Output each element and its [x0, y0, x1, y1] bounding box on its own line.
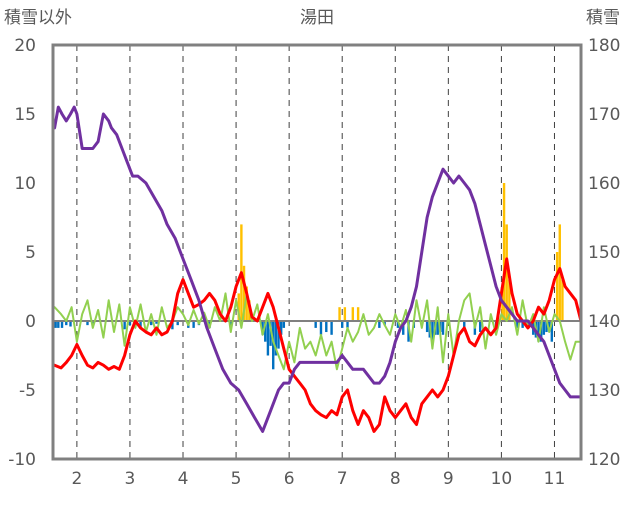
precip-bar	[261, 321, 264, 335]
precip-bar	[351, 307, 355, 321]
precip-bar	[282, 321, 286, 328]
precip-bar	[356, 307, 360, 321]
precip-bar	[54, 321, 57, 328]
precip-bar	[155, 321, 158, 324]
precip-bar	[171, 321, 174, 330]
left-axis-title: 積雪以外	[4, 8, 72, 28]
left-tick-label: 15	[14, 105, 36, 125]
x-tick-label: 3	[125, 469, 136, 489]
precip-bar	[245, 286, 248, 321]
left-tick-label: 20	[14, 36, 36, 56]
precip-bar	[542, 321, 546, 335]
x-tick-label: 10	[491, 469, 513, 489]
precip-bar	[537, 321, 540, 342]
precip-bar	[441, 321, 445, 335]
precip-bar	[319, 321, 323, 335]
precip-bar	[540, 321, 543, 342]
right-tick-label: 150	[588, 243, 620, 263]
plot-frame	[51, 43, 583, 461]
precip-bar	[508, 279, 511, 321]
right-tick-label: 120	[588, 450, 620, 470]
temperature-line	[53, 257, 583, 433]
left-tick-label: -10	[8, 450, 36, 470]
precip-bar	[338, 307, 341, 321]
plot-area: 20 15 10 5 0 -5 -10 180 170 160 150 140 130 120 2 3 4 5 6 7…	[8, 36, 620, 489]
right-axis-title: 積雪	[586, 8, 620, 28]
precip-bar	[378, 321, 381, 328]
precip-bar	[192, 321, 195, 328]
chart-title: 湯田	[300, 8, 334, 28]
left-tick-label: 10	[14, 174, 36, 194]
precip-bar	[139, 321, 142, 328]
precip-bar	[463, 321, 466, 328]
x-tick-label: 5	[231, 469, 242, 489]
precip-bar	[501, 293, 504, 321]
x-tick-label: 9	[443, 469, 454, 489]
precip-bar	[545, 321, 548, 333]
x-tick-label: 8	[390, 469, 401, 489]
x-tick-label: 4	[178, 469, 189, 489]
x-tick-label: 2	[71, 469, 82, 489]
precip-bar	[561, 279, 564, 321]
precip-bar	[425, 321, 429, 333]
right-tick-label: 180	[588, 36, 620, 56]
x-tick-label: 11	[544, 469, 566, 489]
precip-bar	[314, 321, 317, 328]
precip-bar	[343, 307, 347, 321]
precip-bar	[274, 321, 278, 356]
precip-bar	[264, 321, 267, 342]
left-tick-label: 5	[25, 243, 36, 263]
precip-bar	[176, 321, 179, 326]
right-tick-label: 170	[588, 105, 620, 125]
precip-bar	[341, 321, 344, 328]
precip-bar	[521, 321, 524, 328]
precip-bar	[86, 321, 89, 326]
precip-bar	[272, 321, 275, 370]
precip-bar	[431, 321, 434, 342]
precip-bar	[123, 321, 126, 330]
humidity-line	[53, 292, 582, 371]
precip-bar	[505, 224, 508, 321]
precip-bar	[65, 321, 68, 326]
precip-bar	[547, 321, 551, 328]
precip-bar	[516, 321, 519, 328]
precip-bar	[550, 321, 554, 342]
x-tick-label: 7	[337, 469, 348, 489]
precip-bar	[502, 183, 506, 321]
precip-bar	[478, 321, 482, 333]
right-tick-label: 140	[588, 312, 620, 332]
precip-bar	[325, 321, 328, 333]
precip-bar	[91, 321, 94, 324]
left-tick-label: -5	[19, 381, 36, 401]
right-tick-label: 160	[588, 174, 620, 194]
precip-bar	[269, 321, 272, 346]
snow_depth-line	[53, 105, 583, 433]
precip-bar	[237, 293, 240, 321]
x-tick-label: 6	[284, 469, 295, 489]
precip-bar	[60, 321, 64, 328]
precip-bar	[330, 321, 333, 335]
left-tick-label: 0	[25, 312, 36, 332]
precip-bar	[277, 321, 280, 349]
precip-bar	[149, 321, 153, 326]
precip-bar	[436, 321, 439, 335]
precip-bar	[346, 321, 349, 328]
precip-bar	[128, 321, 132, 326]
precip-bar	[69, 321, 72, 327]
precip-bar	[402, 321, 405, 335]
precip-bar	[266, 321, 270, 356]
precip-bar	[555, 252, 559, 321]
precip-bar	[279, 321, 283, 335]
precip-bar	[57, 321, 60, 328]
right-tick-label: 130	[588, 381, 620, 401]
precip-bar	[242, 265, 246, 321]
precip-bar	[396, 321, 400, 328]
